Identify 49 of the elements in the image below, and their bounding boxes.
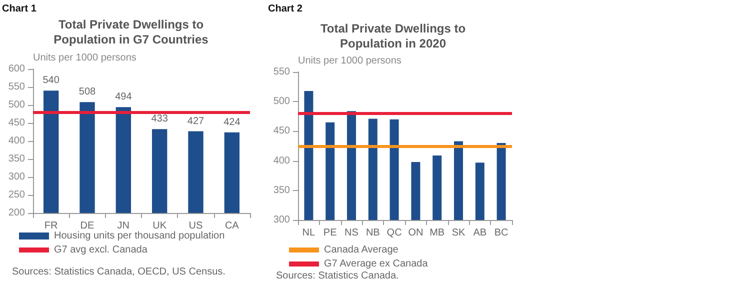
x-tick-label: JN xyxy=(117,220,130,232)
x-tick-label: UK xyxy=(152,220,167,232)
y-tick-label: 600 xyxy=(8,64,26,74)
source-note: Sources: Statistics Canada. xyxy=(276,270,399,282)
y-tick-label: 500 xyxy=(8,100,26,110)
data-label: 433 xyxy=(151,114,168,125)
legend-label: Canada Average xyxy=(324,244,399,256)
legend-label: Housing units per thousand population xyxy=(54,230,225,242)
data-label: 508 xyxy=(78,86,96,98)
y-tick-label: 450 xyxy=(273,126,290,137)
y-tick-label: 500 xyxy=(273,96,290,108)
y-tick-label: 200 xyxy=(8,208,26,218)
chart-title: Total Private Dwellings to Population in 2020 xyxy=(320,22,466,50)
y-tick-label: 300 xyxy=(273,214,290,226)
x-tick-label: AB xyxy=(473,228,487,238)
y-axis-title: Units per 1000 persons xyxy=(298,56,402,66)
y-tick-label: 350 xyxy=(8,154,26,164)
x-tick-label: US xyxy=(188,220,204,232)
caption: Chart 1 xyxy=(2,4,37,14)
data-label: 494 xyxy=(115,92,132,103)
data-label: 424 xyxy=(224,116,241,128)
y-tick-label: 350 xyxy=(273,184,290,196)
legend-label: G7 Average ex Canada xyxy=(324,258,428,270)
y-tick-label: 300 xyxy=(8,172,26,182)
x-tick-label: SK xyxy=(452,228,466,238)
x-tick-label: NL xyxy=(302,228,316,238)
y-tick-label: 550 xyxy=(273,66,290,78)
legend-label: G7 avg excl. Canada xyxy=(54,244,148,256)
x-tick-label: BC xyxy=(494,228,508,238)
x-tick-label: NS xyxy=(344,228,359,238)
source-note: Sources: Statistics Canada, OECD, US Census. xyxy=(12,266,226,278)
x-tick-label: NB xyxy=(366,228,380,238)
y-tick-label: 400 xyxy=(8,136,26,146)
x-tick-label: MB xyxy=(430,228,445,238)
y-tick-label: 450 xyxy=(8,118,26,128)
chart-title: Total Private Dwellings to Population in G7 Countries xyxy=(54,18,209,46)
y-axis-title: Units per 1000 persons xyxy=(33,52,136,64)
x-tick-label: PE xyxy=(323,228,338,238)
x-tick-label: FR xyxy=(44,220,58,232)
caption: Chart 2 xyxy=(268,4,303,14)
y-tick-label: 400 xyxy=(273,155,290,166)
y-tick-label: 250 xyxy=(8,190,26,200)
x-tick-label: DE xyxy=(80,220,95,232)
x-tick-label: CA xyxy=(224,220,240,232)
y-tick-label: 550 xyxy=(8,82,26,92)
data-label: 540 xyxy=(42,75,60,86)
x-tick-label: QC xyxy=(386,228,402,238)
data-label: 427 xyxy=(187,116,205,127)
x-tick-label: ON xyxy=(408,228,424,238)
